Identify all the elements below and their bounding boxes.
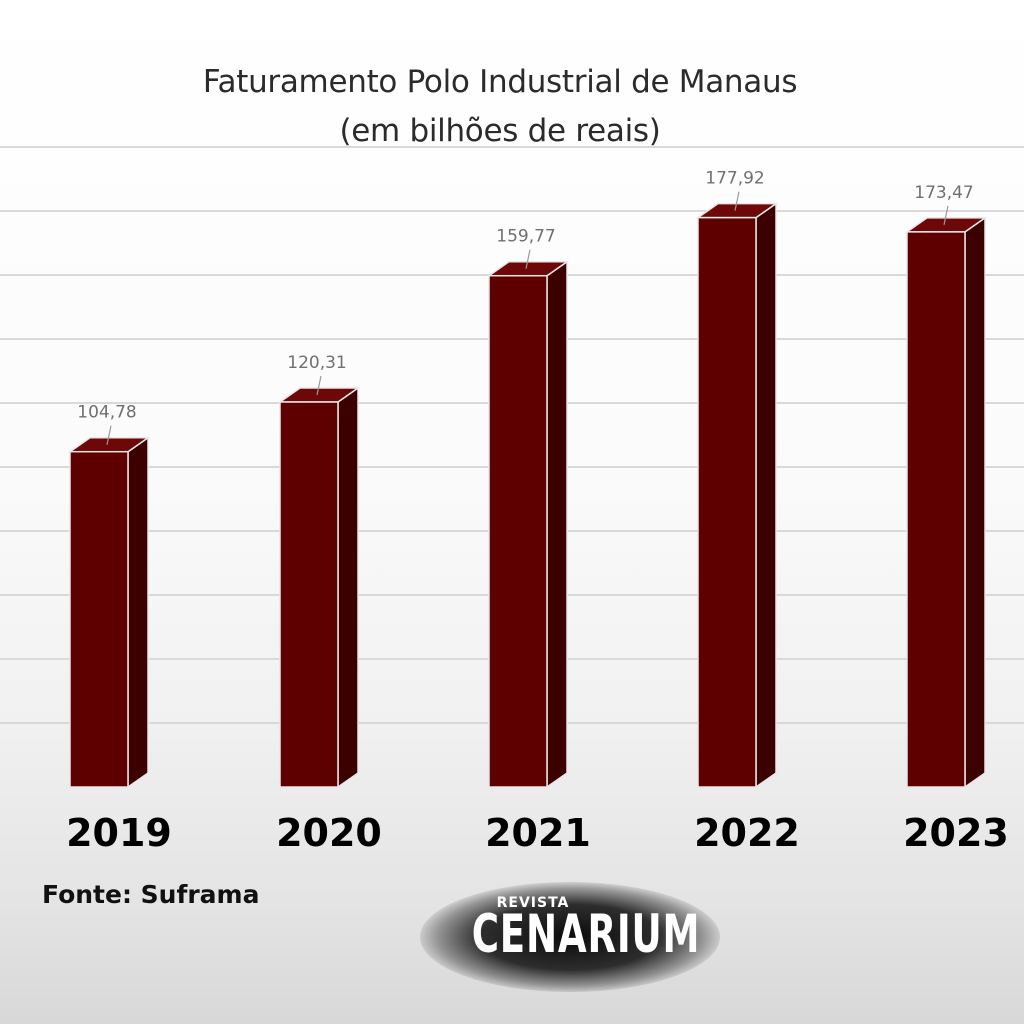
bar-front: [69, 450, 129, 788]
bar-side: [964, 216, 986, 789]
bar-side: [127, 436, 149, 789]
bar-side: [546, 260, 568, 789]
category-label: 2019: [66, 811, 172, 855]
value-label: 159,77: [496, 227, 555, 247]
label-leader: [734, 191, 740, 211]
bar: [486, 260, 570, 789]
value-label: 177,92: [705, 169, 764, 189]
brand-logo: REVISTA CENARIUM: [420, 882, 720, 992]
category-label: 2023: [903, 811, 1009, 855]
bar: [695, 202, 779, 789]
bars: [67, 202, 988, 789]
chart-title: Faturamento Polo Industrial de Manaus: [202, 64, 798, 100]
value-label: 120,31: [287, 353, 346, 373]
label-leader: [525, 249, 531, 269]
logo-small-text: REVISTA: [496, 895, 570, 911]
bar-front: [279, 401, 339, 788]
label-leader: [106, 425, 112, 445]
bar: [277, 386, 361, 789]
value-label: 104,78: [77, 403, 136, 423]
label-leader: [943, 205, 949, 226]
label-leader: [316, 375, 322, 396]
category-label: 2021: [485, 811, 591, 855]
value-labels: 104,78 120,31 159,77 177,92 173,47: [77, 169, 974, 445]
chart-subtitle: (em bilhões de reais): [339, 113, 661, 149]
category-label: 2022: [694, 811, 800, 855]
bar-front: [697, 216, 757, 788]
category-labels: 2019 2020 2021 2022 2023: [66, 811, 1009, 855]
bar-front: [906, 231, 966, 788]
bar-front: [488, 274, 548, 788]
bar-side: [337, 386, 359, 789]
bar: [67, 436, 151, 789]
bar: [904, 216, 988, 789]
source-note: Fonte: Suframa: [42, 880, 260, 909]
bar-side: [755, 202, 777, 789]
logo-big-text: CENARIUM: [471, 904, 701, 965]
category-label: 2020: [276, 811, 382, 855]
value-label: 173,47: [914, 183, 973, 203]
logo-glow: [420, 882, 720, 992]
